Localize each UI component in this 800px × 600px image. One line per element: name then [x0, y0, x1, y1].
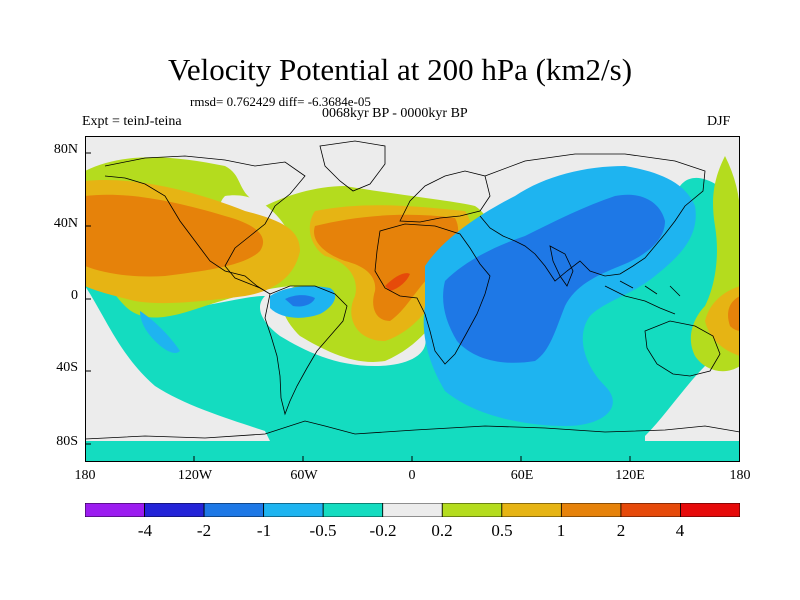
colorbar-swatch: [620, 503, 681, 517]
rmsd-diff-stats: rmsd= 0.762429 diff= -6.3684e-05: [190, 94, 371, 109]
field-orange-west: [85, 194, 264, 277]
colorbar-label: -2: [196, 521, 212, 540]
colorbar-swatch: [382, 503, 443, 517]
colorbar-label: -0.5: [309, 521, 337, 540]
lat-label-40n: 40N: [53, 216, 78, 231]
lon-label-0: 0: [408, 468, 416, 483]
colorbar-swatch: [85, 503, 145, 517]
colorbar-label: 4: [675, 521, 685, 540]
colorbar-label: 0.5: [491, 521, 513, 540]
coast-greenland: [319, 140, 386, 192]
colorbar-label: 0.2: [431, 521, 453, 540]
colorbar-swatch: [144, 503, 205, 517]
coast-australia: [644, 320, 721, 377]
field-grey-south-pacific: [85, 286, 270, 441]
lon-label-180e: 180: [729, 468, 751, 483]
lon-label-120w: 120W: [177, 468, 213, 483]
field-orange-africa: [314, 214, 459, 321]
lat-label-80s: 80S: [56, 434, 78, 449]
field-orange-east-pacific: [728, 296, 740, 331]
coast-south-america: [264, 285, 348, 416]
colorbar-swatch: [203, 503, 265, 517]
lat-label-0: 0: [71, 288, 78, 303]
coast-se-asia-islands: [604, 280, 681, 315]
season-label: DJF: [707, 114, 731, 129]
velocity-potential-map: [85, 136, 740, 462]
colorbar-label: -1: [256, 521, 272, 540]
field-mediumblue-south-america: [285, 295, 315, 307]
lat-label-80n: 80N: [53, 142, 78, 157]
colorbar-swatch: [560, 503, 622, 517]
colorbar: [85, 503, 740, 517]
colorbar-label: -4: [137, 521, 153, 540]
colorbar-swatch: [441, 503, 503, 517]
plot-title: Velocity Potential at 200 hPa (km2/s): [167, 52, 633, 87]
field-redorange-peak: [385, 273, 410, 291]
coast-antarctica: [85, 420, 740, 440]
lon-label-120e: 120E: [615, 468, 645, 483]
coast-africa: [374, 223, 491, 365]
colorbar-label: -0.2: [369, 521, 397, 540]
period-label: 0068kyr BP - 0000kyr BP: [322, 106, 468, 121]
colorbar-swatch: [263, 503, 324, 517]
lon-label-60w: 60W: [290, 468, 318, 483]
colorbar-swatch: [680, 503, 740, 517]
coast-india: [549, 245, 574, 287]
lon-label-180w: 180: [74, 468, 96, 483]
colorbar-label: 2: [616, 521, 626, 540]
colorbar-swatch: [322, 503, 384, 517]
lat-label-40s: 40S: [56, 360, 78, 375]
field-mediumblue-indian: [443, 194, 665, 363]
coast-asia: [479, 153, 706, 282]
colorbar-label: 1: [556, 521, 566, 540]
coast-north-america: [104, 155, 306, 295]
colorbar-swatch: [501, 503, 562, 517]
coast-europe: [399, 170, 491, 223]
experiment-label: Expt = teinJ-teina: [82, 114, 182, 129]
lon-label-60e: 60E: [510, 468, 534, 483]
field-lightblue-south-pacific-streak: [140, 311, 180, 353]
